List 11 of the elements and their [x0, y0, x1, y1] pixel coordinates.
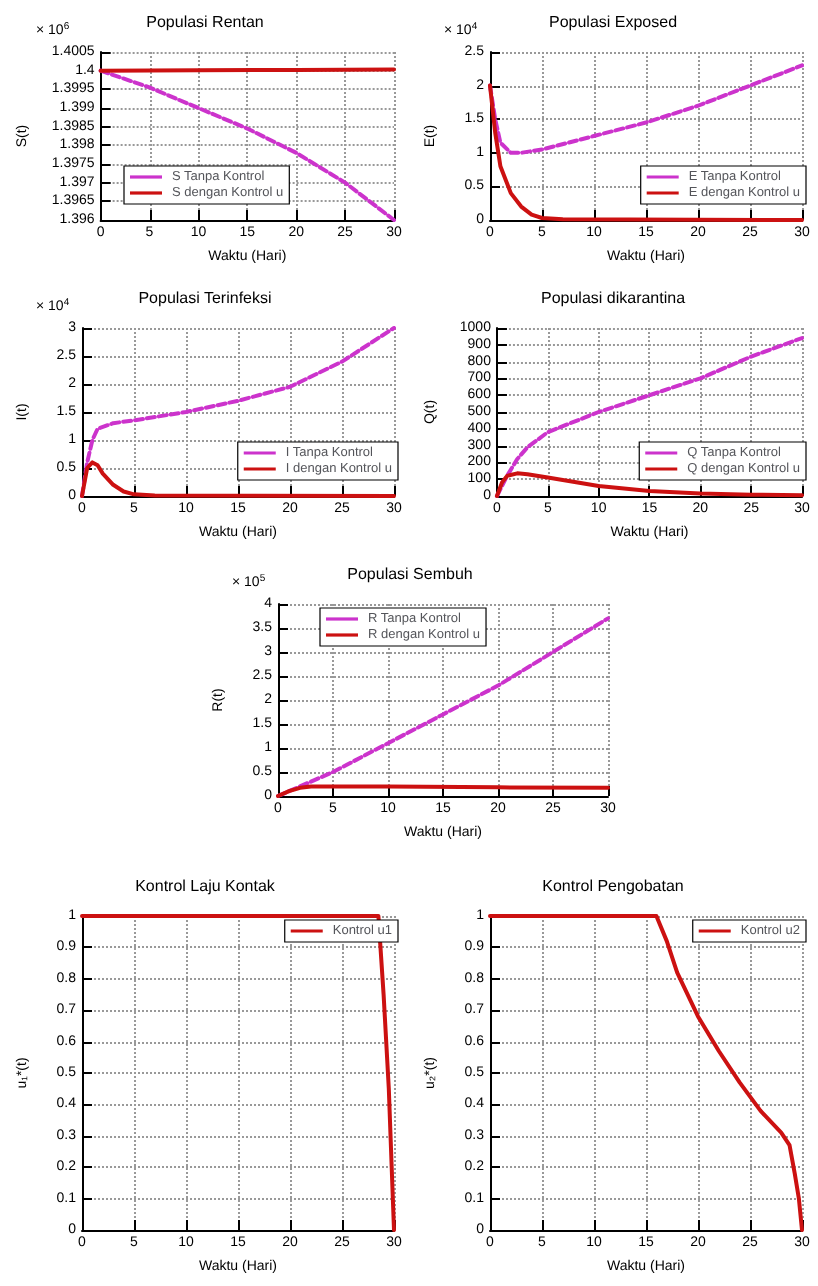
- chart-title: Populasi Rentan: [146, 13, 264, 31]
- line-series: [80, 914, 396, 1232]
- chart-title: Kontrol Laju Kontak: [135, 877, 277, 895]
- chart-title: Populasi dikarantina: [540, 289, 687, 307]
- chart-title: Populasi Terinfeksi: [138, 289, 272, 307]
- chart-title: Populasi Exposed: [548, 13, 678, 31]
- line-series: [80, 326, 396, 498]
- chart-title: Populasi Sembuh: [347, 565, 473, 583]
- line-series: [488, 63, 804, 155]
- line-series: [488, 914, 804, 1232]
- chart-title: Kontrol Pengobatan: [542, 877, 684, 895]
